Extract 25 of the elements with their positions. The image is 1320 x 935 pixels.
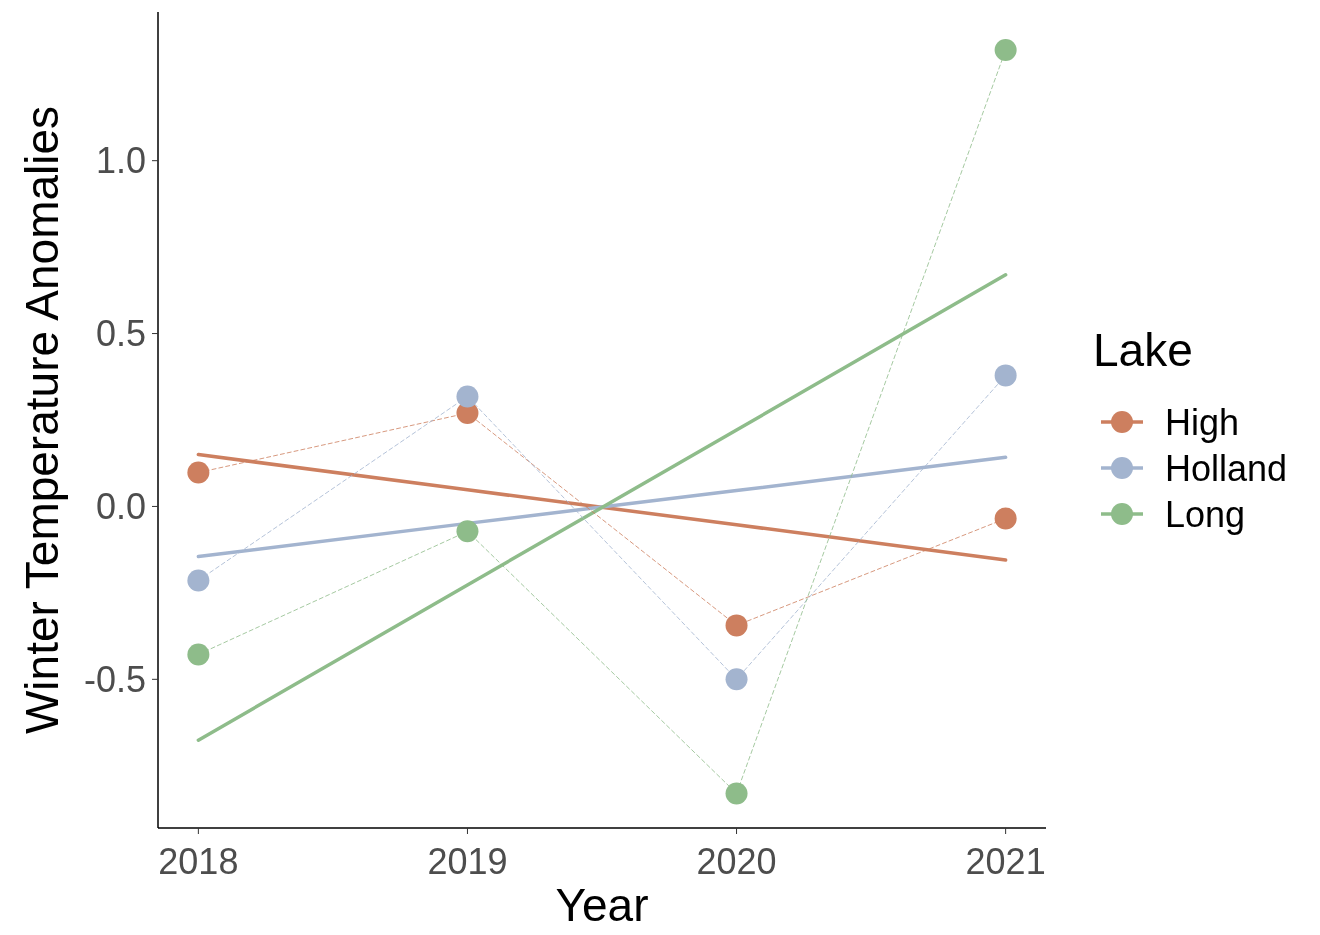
y-tick-label: 1.0 xyxy=(95,140,146,182)
y-tick-label: -0.5 xyxy=(83,658,146,700)
legend-label: Holland xyxy=(1165,447,1288,489)
point xyxy=(187,643,210,666)
x-axis-title: Year xyxy=(555,879,649,931)
x-tick-label: 2018 xyxy=(158,841,239,882)
legend-title: Lake xyxy=(1093,324,1193,376)
y-axis-title: Winter Temperature Anomalies xyxy=(16,105,68,735)
point xyxy=(725,668,748,691)
point xyxy=(187,569,210,592)
x-tick-label: 2021 xyxy=(965,841,1046,882)
point xyxy=(725,782,748,805)
y-tick-label: 0.5 xyxy=(95,313,146,355)
y-tick-label: 0.0 xyxy=(95,486,146,528)
point xyxy=(994,364,1017,387)
point xyxy=(994,507,1017,530)
x-tick-label: 2020 xyxy=(696,841,777,882)
point xyxy=(725,614,748,637)
point xyxy=(994,39,1017,62)
point xyxy=(187,461,210,484)
legend-label: Long xyxy=(1165,493,1246,535)
point xyxy=(456,520,479,543)
x-tick-label: 2019 xyxy=(427,841,508,882)
point xyxy=(456,385,479,408)
legend-label: High xyxy=(1165,401,1240,443)
